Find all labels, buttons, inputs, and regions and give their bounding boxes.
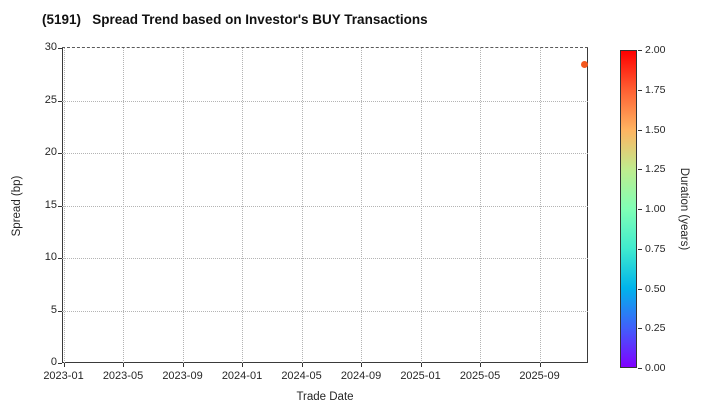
gridline-horizontal: [62, 205, 588, 207]
x-tick-mark: [420, 363, 422, 367]
y-tick-label: 5: [50, 303, 57, 316]
y-tick-label: 0: [50, 356, 57, 368]
chart-title: (5191) Spread Trend based on Investor's …: [42, 12, 428, 27]
x-tick-mark: [361, 363, 362, 367]
x-tick-mark: [301, 363, 303, 367]
colorbar-tick-mark: [638, 50, 642, 51]
y-tick-label: 30: [44, 41, 57, 53]
x-tick-label: 2025-05: [459, 370, 501, 382]
plot-top-edge: [62, 47, 588, 48]
x-tick-mark: [123, 363, 124, 367]
colorbar-tick-label: 2.00: [645, 44, 666, 56]
y-tick-mark: [58, 258, 62, 259]
gridline-horizontal: [62, 153, 588, 154]
colorbar-tick-mark: [638, 129, 642, 131]
x-tick-label: 2024-09: [340, 370, 382, 382]
x-axis-label: Trade Date: [296, 391, 354, 403]
x-tick-mark: [242, 363, 243, 367]
colorbar-tick-label: 0.75: [645, 242, 666, 255]
x-tick-label: 2024-01: [221, 370, 263, 382]
colorbar-tick-label: 0.00: [645, 362, 666, 374]
colorbar-tick-mark: [638, 89, 642, 91]
x-tick-label: 2025-01: [400, 370, 441, 382]
y-tick-label: 10: [44, 251, 57, 263]
x-tick-mark: [63, 363, 65, 367]
colorbar-tick-label: 1.50: [645, 123, 666, 136]
y-tick-label: 25: [44, 93, 57, 106]
y-tick-mark: [58, 48, 62, 49]
gridline-horizontal: [62, 310, 588, 312]
gridline-horizontal: [62, 100, 588, 102]
x-tick-mark: [480, 363, 481, 367]
y-tick-mark: [58, 100, 62, 102]
x-tick-label: 2025-09: [519, 370, 560, 382]
colorbar-tick-label: 0.25: [645, 322, 666, 335]
y-tick-mark: [58, 205, 62, 207]
x-tick-mark: [182, 363, 184, 367]
x-tick-label: 2023-01: [43, 370, 84, 382]
colorbar-tick-mark: [638, 368, 642, 369]
colorbar-tick-mark: [638, 169, 642, 171]
x-tick-label: 2023-05: [102, 370, 144, 382]
colorbar-tick-label: 0.50: [645, 282, 666, 295]
y-tick-mark: [58, 310, 62, 312]
colorbar-tick-label: 1.25: [645, 163, 666, 176]
colorbar-tick-label: 1.75: [645, 83, 666, 96]
colorbar-gradient: [620, 50, 637, 368]
colorbar-tick-mark: [638, 328, 642, 330]
x-tick-label: 2023-09: [162, 370, 203, 382]
colorbar-tick-mark: [638, 288, 642, 290]
data-point: [580, 61, 588, 69]
x-tick-mark: [539, 363, 541, 367]
colorbar-tick-label: 1.00: [645, 203, 666, 215]
y-axis-label: Spread (bp): [11, 175, 23, 237]
y-tick-label: 20: [44, 146, 57, 158]
x-tick-label: 2024-05: [281, 370, 322, 382]
gridline-horizontal: [62, 258, 588, 259]
colorbar-tick-mark: [638, 209, 642, 210]
y-tick-label: 15: [44, 198, 57, 211]
y-tick-mark: [58, 153, 62, 154]
colorbar-tick-mark: [638, 248, 642, 250]
colorbar-axis-label: Duration (years): [678, 167, 690, 251]
y-tick-mark: [58, 363, 62, 364]
